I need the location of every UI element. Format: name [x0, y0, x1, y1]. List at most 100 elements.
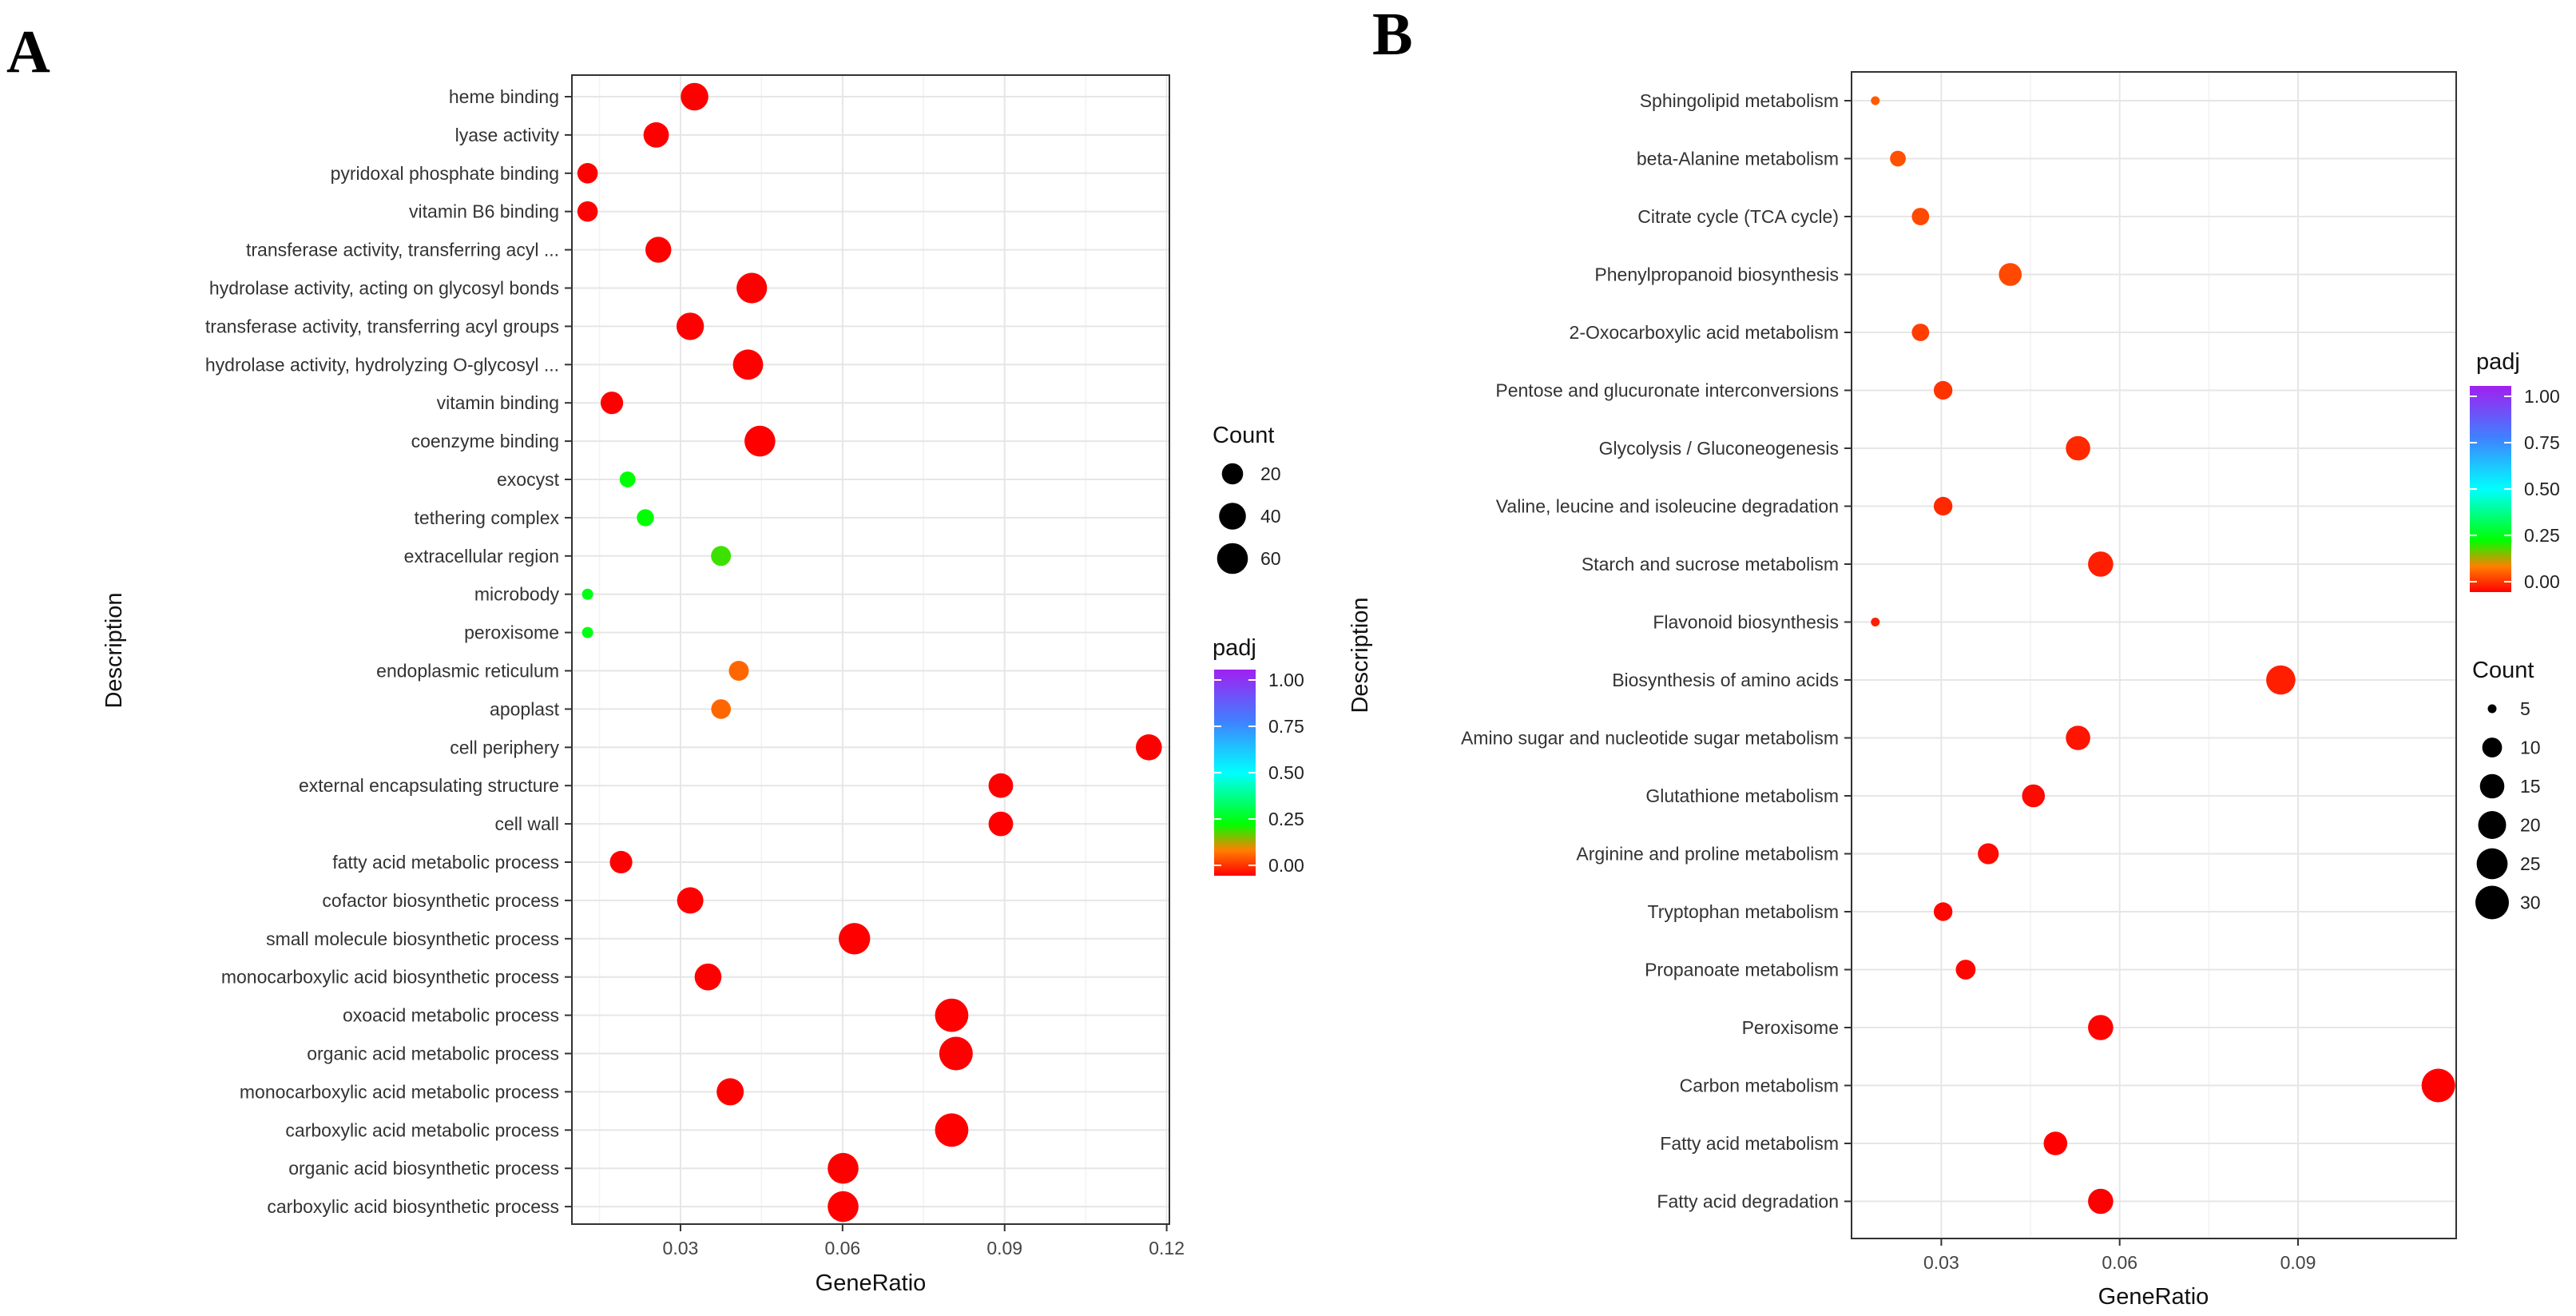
- a-point: [619, 471, 636, 487]
- a-point: [1136, 734, 1162, 761]
- a-point: [839, 923, 871, 955]
- b-point: [2066, 726, 2090, 750]
- panel-b-y-title: Description: [1348, 597, 1373, 713]
- b-category-label: Citrate cycle (TCA cycle): [1637, 206, 1839, 227]
- a-colorbar-label: 0.00: [1268, 855, 1304, 876]
- a-point: [939, 1036, 973, 1071]
- panel-a-grid: [572, 75, 1169, 1224]
- a-category-label: transferase activity, transferring acyl …: [205, 316, 559, 336]
- a-category-label: pyridoxal phosphate binding: [331, 163, 559, 184]
- a-category-label: organic acid metabolic process: [307, 1044, 559, 1064]
- a-point: [609, 850, 633, 874]
- b-point: [1998, 263, 2022, 286]
- a-category-label: monocarboxylic acid metabolic process: [240, 1081, 559, 1102]
- b-category-label: Carbon metabolism: [1680, 1075, 1839, 1096]
- b-category-label: Biosynthesis of amino acids: [1612, 670, 1839, 690]
- a-category-label: endoplasmic reticulum: [376, 661, 559, 682]
- panel-a: A heme binding lyase activity pyridoxal ph…: [6, 18, 1304, 1296]
- a-size-legend-label: 20: [1260, 463, 1281, 484]
- b-category-label: Starch and sucrose metabolism: [1582, 554, 1839, 575]
- b-x-tick-label: 0.06: [2102, 1252, 2137, 1273]
- panel-b-color-legend-title: padj: [2476, 349, 2520, 375]
- a-category-label: vitamin binding: [437, 392, 559, 413]
- b-point: [2088, 551, 2114, 577]
- a-point: [828, 1191, 859, 1223]
- a-point: [711, 699, 731, 719]
- b-size-legend-dot: [2475, 885, 2509, 920]
- a-size-legend-dot: [1219, 503, 1246, 530]
- b-x-tick-label: 0.03: [1923, 1252, 1959, 1273]
- a-point: [637, 509, 654, 527]
- panel-a-x-title: GeneRatio: [816, 1270, 927, 1296]
- b-point: [1955, 960, 1976, 980]
- b-point: [1933, 902, 1953, 921]
- panel-b-size-legend: Count 5 10 15 20 25 30: [2472, 658, 2541, 920]
- a-category-label: external encapsulating structure: [299, 775, 559, 796]
- b-point: [1911, 208, 1930, 225]
- panel-a-y-title: Description: [101, 592, 127, 708]
- panel-a-size-legend: Count 20 40 60: [1213, 423, 1281, 575]
- b-size-legend-dot: [2482, 738, 2503, 757]
- panel-a-label: A: [6, 18, 50, 85]
- b-colorbar-label: 0.25: [2524, 525, 2560, 546]
- a-point: [732, 349, 764, 380]
- a-point: [600, 392, 624, 415]
- b-point: [1871, 618, 1880, 626]
- b-colorbar-label: 1.00: [2524, 386, 2560, 407]
- a-point: [935, 998, 969, 1032]
- b-colorbar-label: 0.00: [2524, 571, 2560, 592]
- a-x-tick-label: 0.12: [1149, 1238, 1185, 1258]
- b-point: [2088, 1015, 2114, 1040]
- panel-b: B Sphingolipid metabolism beta-Alanine me…: [1348, 1, 2560, 1310]
- panel-a-points: [577, 82, 1162, 1223]
- b-category-label: Fatty acid metabolism: [1660, 1133, 1839, 1154]
- a-category-label: hydrolase activity, acting on glycosyl b…: [209, 278, 559, 299]
- b-point: [1978, 843, 1999, 865]
- a-category-label: peroxisome: [464, 622, 559, 643]
- a-category-label: heme binding: [449, 86, 559, 107]
- a-category-label: microbody: [474, 584, 560, 605]
- a-point: [676, 312, 705, 340]
- a-size-legend-dot: [1221, 463, 1244, 485]
- b-size-legend-dot: [2478, 811, 2507, 839]
- b-point: [2066, 435, 2090, 461]
- b-size-legend-label: 20: [2520, 815, 2541, 836]
- panel-a-plot: heme binding lyase activity pyridoxal phos…: [101, 74, 1185, 1296]
- a-point: [694, 963, 722, 991]
- a-point: [577, 201, 598, 222]
- panel-b-points: [1871, 96, 2455, 1215]
- b-colorbar-label: 0.50: [2524, 479, 2560, 499]
- panel-a-category-labels: heme binding lyase activity pyridoxal phos…: [205, 86, 572, 1217]
- b-point: [1890, 150, 1906, 167]
- panel-b-label: B: [1372, 1, 1413, 68]
- b-category-label: Fatty acid degradation: [1657, 1191, 1839, 1212]
- b-category-label: Glycolysis / Gluconeogenesis: [1599, 438, 1839, 459]
- a-point: [581, 626, 593, 638]
- panel-a-size-legend-title: Count: [1213, 423, 1274, 448]
- b-category-label: Sphingolipid metabolism: [1640, 90, 1839, 111]
- a-category-label: small molecule biosynthetic process: [266, 928, 559, 949]
- a-point: [643, 122, 669, 148]
- b-size-legend-label: 30: [2520, 893, 2541, 913]
- b-point: [1871, 96, 1880, 105]
- b-x-tick-label: 0.09: [2280, 1252, 2316, 1273]
- a-colorbar-label: 0.50: [1268, 762, 1304, 783]
- a-x-tick-label: 0.03: [663, 1238, 699, 1258]
- panel-b-color-legend: padj 1.00 0.75 0.50 0.25 0.00: [2470, 349, 2560, 592]
- a-point: [677, 887, 704, 914]
- b-category-label: Flavonoid biosynthesis: [1653, 612, 1839, 633]
- a-size-legend-label: 60: [1260, 548, 1281, 569]
- panel-b-x-ticks: 0.03 0.06 0.09: [1923, 1238, 2316, 1273]
- panel-a-size-legend-items: 20 40 60: [1217, 463, 1281, 575]
- b-point: [2022, 784, 2046, 808]
- a-x-tick-label: 0.09: [986, 1238, 1022, 1258]
- b-category-label: Phenylpropanoid biosynthesis: [1594, 264, 1839, 285]
- a-category-label: fatty acid metabolic process: [332, 852, 559, 873]
- a-category-label: cell periphery: [450, 737, 559, 757]
- a-category-label: hydrolase activity, hydrolyzing O-glycos…: [205, 354, 559, 375]
- a-point: [728, 661, 749, 681]
- panel-a-colorbar-ticks: 1.00 0.75 0.50 0.25 0.00: [1214, 670, 1304, 876]
- panel-a-frame: [571, 74, 1170, 1225]
- panel-a-color-legend-title: padj: [1213, 635, 1256, 661]
- b-category-label: 2-Oxocarboxylic acid metabolism: [1570, 322, 1839, 343]
